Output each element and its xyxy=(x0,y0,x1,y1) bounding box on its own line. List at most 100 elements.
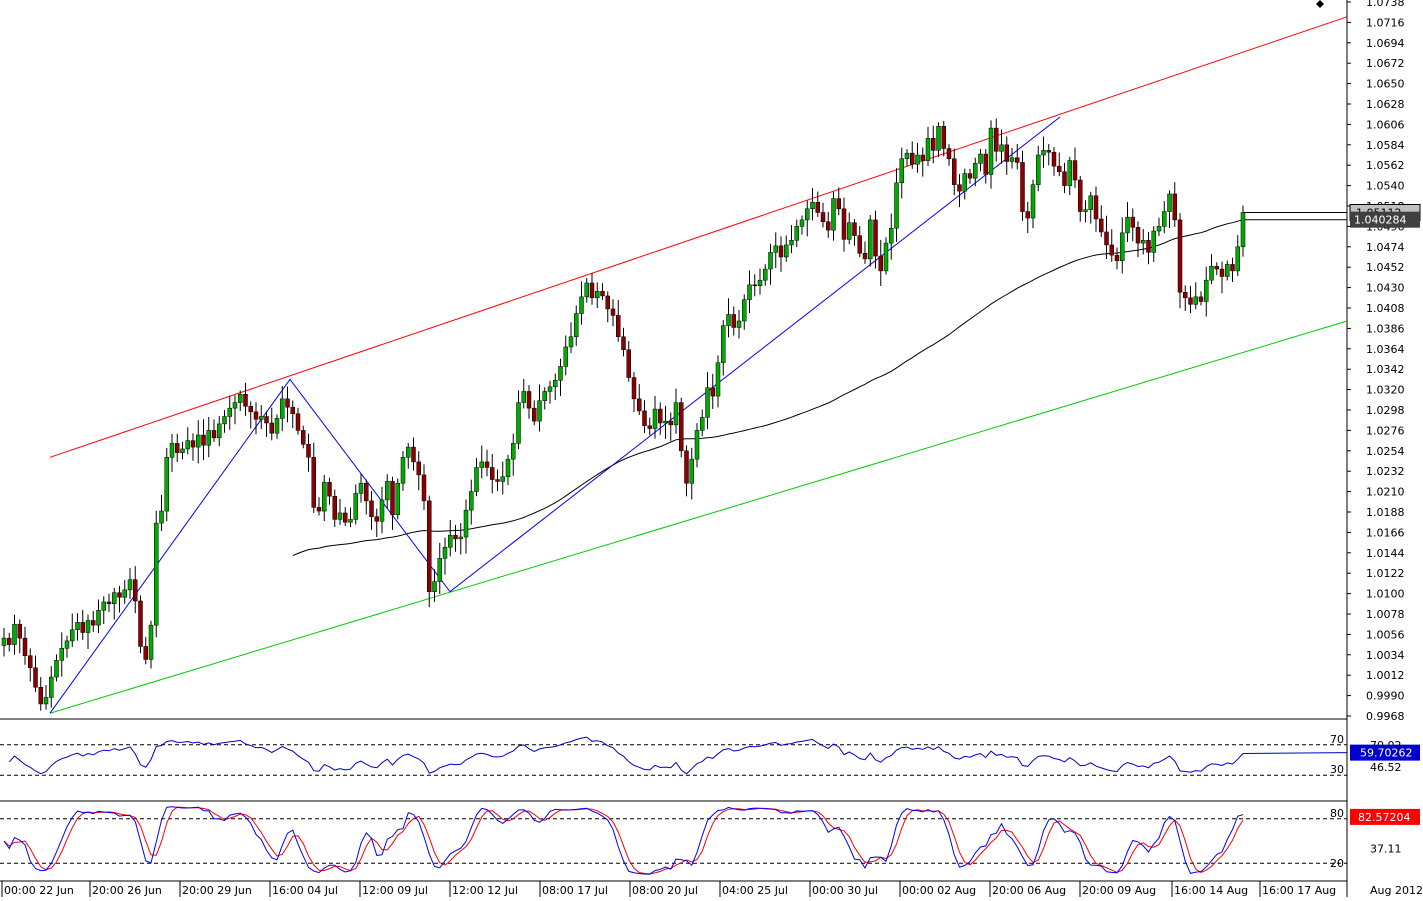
candle xyxy=(1177,213,1183,309)
candle xyxy=(558,358,563,396)
candle-body xyxy=(1240,212,1246,248)
rsi-level-label-70: 70 xyxy=(1330,733,1344,746)
candle-body xyxy=(868,219,873,260)
candle xyxy=(138,595,143,654)
candle xyxy=(253,402,259,435)
candle xyxy=(815,191,820,217)
candle-body xyxy=(883,242,889,272)
candle-body xyxy=(17,623,22,639)
x-tick-label: 20:00 26 Jun xyxy=(92,884,162,897)
candle-body xyxy=(553,380,558,388)
y-tick-label: 1.0320 xyxy=(1366,384,1405,397)
candle xyxy=(621,327,626,357)
candle-body xyxy=(836,198,841,210)
y-tick-label: 1.0540 xyxy=(1366,180,1405,193)
candle xyxy=(899,147,904,199)
candle xyxy=(101,596,106,625)
candle-body xyxy=(742,299,747,322)
candle xyxy=(852,218,857,246)
candle-body xyxy=(285,398,290,408)
candle xyxy=(810,188,815,221)
candle-body xyxy=(453,534,458,540)
candle-body xyxy=(106,601,112,605)
candle-body xyxy=(1204,279,1209,302)
candle xyxy=(721,320,726,376)
candle xyxy=(7,632,12,652)
candle-body xyxy=(794,226,799,241)
candle xyxy=(584,278,589,303)
candle xyxy=(784,235,789,262)
candle-body xyxy=(532,407,537,422)
candle xyxy=(248,401,253,429)
candle-body xyxy=(1114,254,1120,261)
candle-body xyxy=(778,245,784,258)
candle-body xyxy=(474,467,479,492)
candle-body xyxy=(33,667,38,688)
candle-body xyxy=(1025,211,1030,219)
candle-body xyxy=(710,387,715,397)
candle-body xyxy=(731,314,736,328)
candle-body xyxy=(542,391,547,401)
y-tick-label: 1.0122 xyxy=(1366,567,1405,580)
candle xyxy=(915,143,920,173)
candle-body xyxy=(647,425,652,429)
candle xyxy=(348,507,353,528)
candle-body xyxy=(941,126,946,149)
candle-body xyxy=(505,458,511,478)
candle xyxy=(222,409,227,433)
x-tick-label: 12:00 12 Jul xyxy=(452,884,518,897)
candle xyxy=(574,305,579,346)
candle-body xyxy=(1135,227,1141,244)
candle-body xyxy=(479,461,484,468)
candle xyxy=(490,454,495,494)
candle xyxy=(479,445,484,479)
y-tick-label: 1.0342 xyxy=(1366,363,1405,376)
candle-body xyxy=(64,640,70,649)
rsi-panel: 70 30 xyxy=(0,733,1348,776)
candle-body xyxy=(616,315,621,337)
rsi-line xyxy=(8,736,1348,775)
candle xyxy=(1025,201,1030,234)
candle-body xyxy=(301,430,306,445)
candle xyxy=(385,474,390,509)
candle-body xyxy=(358,483,364,494)
candle xyxy=(726,298,731,338)
candle-body xyxy=(904,152,910,159)
candle xyxy=(238,390,243,411)
candle-body xyxy=(857,235,862,254)
candle-body xyxy=(122,589,127,598)
candle-body xyxy=(1062,171,1067,186)
x-tick-label: 16:00 04 Jul xyxy=(272,884,338,897)
candle xyxy=(117,585,122,613)
candle xyxy=(962,168,967,200)
candle xyxy=(127,568,133,599)
candle-body xyxy=(374,516,379,522)
candle-body xyxy=(22,637,28,656)
y-tick-label: 1.0562 xyxy=(1366,159,1405,172)
candle xyxy=(406,442,411,469)
candle-body xyxy=(931,138,936,151)
candle-body xyxy=(175,443,180,453)
candle-body xyxy=(43,697,49,705)
candle-body xyxy=(805,208,810,221)
candle xyxy=(668,412,673,441)
candle-body xyxy=(143,646,148,660)
candle xyxy=(616,300,621,342)
candle-body xyxy=(752,284,757,287)
candle xyxy=(736,310,742,339)
x-tick-label: 00:00 22 Jun xyxy=(4,884,74,897)
candle xyxy=(1078,175,1083,222)
candle-body xyxy=(668,420,673,426)
candle xyxy=(589,272,595,305)
candle xyxy=(1093,186,1099,232)
candle-body xyxy=(484,461,490,468)
candle-body xyxy=(1151,230,1156,253)
candle-body xyxy=(810,202,815,210)
candle-body xyxy=(1083,209,1088,212)
candle xyxy=(1130,208,1135,242)
candle xyxy=(411,437,416,471)
candle xyxy=(206,416,211,458)
candle-body xyxy=(500,476,505,482)
candle xyxy=(353,484,358,525)
